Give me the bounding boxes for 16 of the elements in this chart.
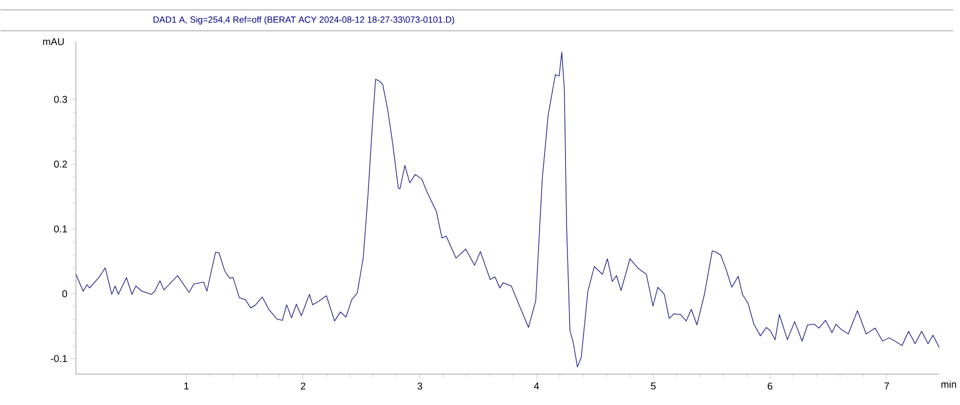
x-tick-label: 1	[184, 382, 189, 390]
y-tick-label: -0.1	[50, 355, 67, 362]
x-tick-label: 3	[417, 382, 422, 390]
y-tick-label: 0.1	[54, 226, 67, 233]
chart-title: DAD1 A, Sig=254,4 Ref=off (BERAT ACY 2024-08-12 18-27-33\073-0101.D)	[154, 16, 454, 25]
y-tick-label: 0	[62, 290, 68, 298]
x-tick-label: 2	[300, 382, 306, 390]
y-tick-label: 0.2	[54, 160, 67, 168]
x-axis-title: min	[941, 380, 956, 388]
y-tick-label: 0.3	[54, 96, 68, 103]
line-series	[76, 52, 940, 368]
x-tick-label: 7	[884, 382, 889, 390]
x-tick-label: 4	[534, 382, 540, 390]
x-tick-label: 5	[650, 382, 656, 390]
y-axis-title: mAU	[43, 38, 64, 46]
x-tick-label: 6	[768, 382, 772, 390]
